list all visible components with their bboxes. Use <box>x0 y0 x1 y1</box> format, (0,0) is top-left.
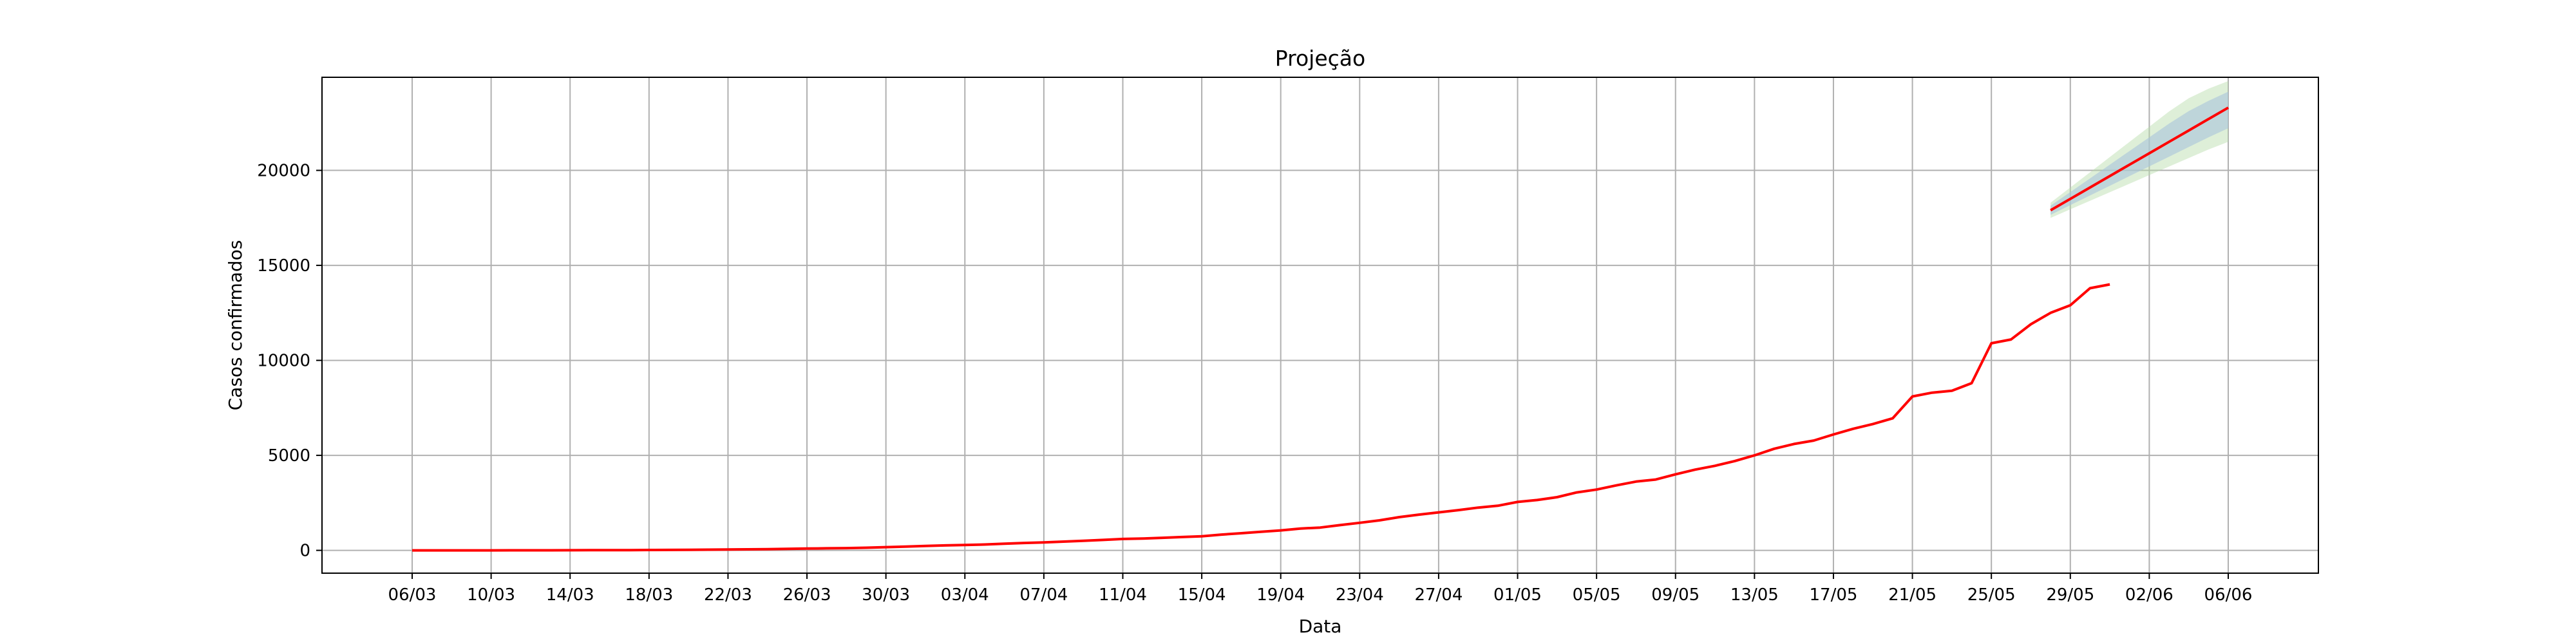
y-tick-label: 0 <box>299 542 310 561</box>
x-tick-label: 27/04 <box>1414 585 1463 605</box>
grid <box>322 77 2318 573</box>
x-tick-label: 11/04 <box>1099 585 1147 605</box>
x-tick-label: 30/03 <box>862 585 910 605</box>
x-tick-label: 05/05 <box>1573 585 1621 605</box>
x-tick-label: 01/05 <box>1493 585 1542 605</box>
x-axis: 06/03 10/03 14/03 18/03 22/03 26/03 30/03 03/04… <box>388 573 2253 605</box>
x-tick-label: 19/04 <box>1256 585 1305 605</box>
x-tick-label: 06/03 <box>388 585 437 605</box>
y-axis-label: Casos confirmados <box>225 240 246 411</box>
y-tick-label: 20000 <box>257 162 310 181</box>
plot-frame <box>321 77 2319 574</box>
x-tick-label: 14/03 <box>546 585 594 605</box>
x-tick-label: 18/03 <box>625 585 673 605</box>
x-tick-label: 06/06 <box>2204 585 2253 605</box>
observed-line <box>412 283 2110 552</box>
y-axis: 0 5000 10000 15000 20000 <box>257 162 322 561</box>
x-tick-label: 26/03 <box>783 585 831 605</box>
x-tick-label: 09/05 <box>1651 585 1700 605</box>
x-tick-label: 02/06 <box>2125 585 2174 605</box>
x-tick-label: 03/04 <box>941 585 989 605</box>
series-lines <box>412 106 2229 552</box>
x-tick-label: 10/03 <box>467 585 515 605</box>
x-tick-label: 25/05 <box>1967 585 2016 605</box>
x-tick-label: 22/03 <box>704 585 752 605</box>
x-tick-label: 07/04 <box>1019 585 1068 605</box>
y-tick-label: 5000 <box>268 446 310 466</box>
x-tick-label: 13/05 <box>1730 585 1779 605</box>
projection-line <box>2050 106 2229 212</box>
x-tick-label: 21/05 <box>1888 585 1937 605</box>
x-tick-label: 17/05 <box>1809 585 1857 605</box>
x-tick-label: 15/04 <box>1178 585 1226 605</box>
x-tick-label: 29/05 <box>2046 585 2094 605</box>
chart-title: Projeção <box>1275 46 1365 71</box>
x-axis-label: Data <box>1299 616 1342 637</box>
y-tick-label: 10000 <box>257 352 310 371</box>
y-tick-label: 15000 <box>257 256 310 276</box>
x-tick-label: 23/04 <box>1336 585 1384 605</box>
